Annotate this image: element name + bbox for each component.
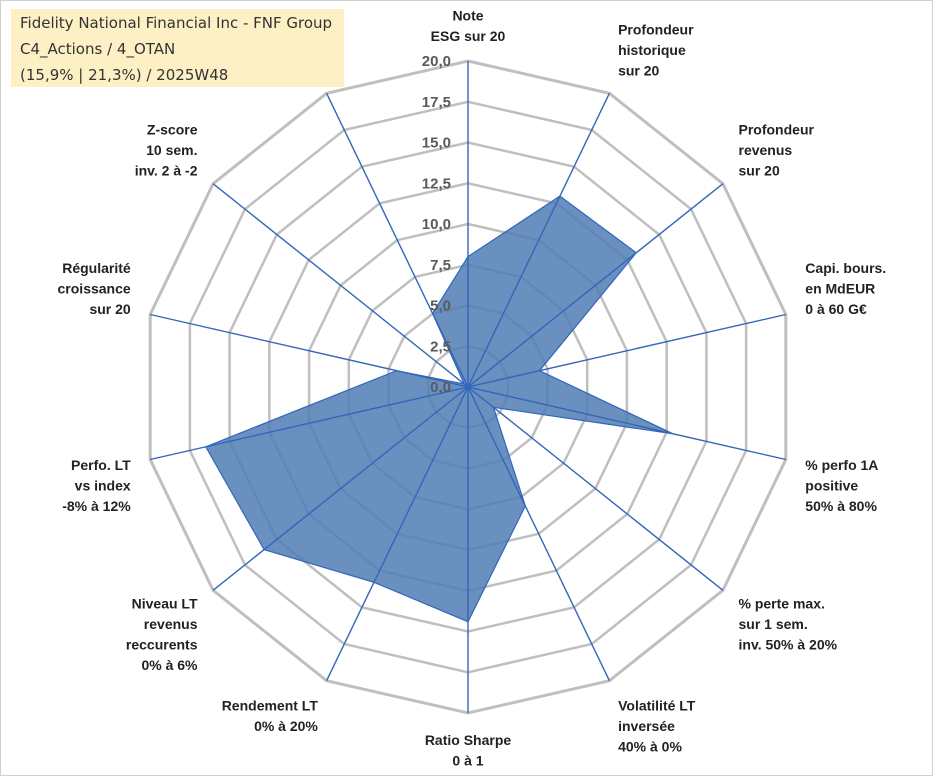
chart-title-box: Fidelity National Financial Inc - FNF Gr… bbox=[11, 9, 344, 87]
axis-spoke bbox=[467, 386, 611, 682]
axis-label: Niveau LT revenus reccurents 0% à 6% bbox=[126, 596, 198, 674]
radial-tick-label: 7,5 bbox=[430, 257, 451, 274]
radar-spokes bbox=[150, 61, 786, 713]
radial-tick-label: 12,5 bbox=[422, 175, 451, 192]
axis-spoke bbox=[467, 92, 611, 388]
axis-spoke bbox=[467, 183, 724, 388]
axis-label: Volatilité LT inversée 40% à 0% bbox=[618, 698, 696, 755]
axis-label: Rendement LT 0% à 20% bbox=[222, 698, 319, 735]
axis-spoke bbox=[467, 386, 786, 461]
axis-label: % perte max. sur 1 sem. inv. 50% à 20% bbox=[739, 596, 838, 653]
axis-label: Perfo. LT vs index -8% à 12% bbox=[62, 457, 131, 514]
radial-tick-label: 20,0 bbox=[422, 53, 451, 70]
axis-spoke bbox=[212, 183, 469, 388]
chart-title: Fidelity National Financial Inc - FNF Gr… bbox=[20, 14, 333, 32]
axis-label: Z-score 10 sem. inv. 2 à -2 bbox=[135, 121, 198, 178]
axis-label: Note ESG sur 20 bbox=[431, 8, 506, 45]
axis-spoke bbox=[467, 386, 724, 591]
axis-label: Capi. bours. en MdEUR 0 à 60 G€ bbox=[805, 260, 886, 317]
axis-spoke bbox=[150, 313, 469, 388]
axis-label: Ratio Sharpe 0 à 1 bbox=[425, 732, 512, 769]
radial-tick-label: 5,0 bbox=[430, 298, 451, 315]
radial-tick-label: 2,5 bbox=[430, 338, 451, 355]
axis-label: Profondeur historique sur 20 bbox=[618, 21, 694, 78]
axis-spoke bbox=[325, 386, 469, 682]
chart-subtitle-period: (15,9% | 21,3%) / 2025W48 bbox=[20, 66, 229, 84]
radial-tick-label: 10,0 bbox=[422, 216, 451, 233]
axis-label: Profondeur revenus sur 20 bbox=[739, 121, 815, 178]
radial-tick-label: 0,0 bbox=[430, 379, 451, 396]
axis-spoke bbox=[212, 386, 469, 591]
axis-spoke bbox=[150, 386, 469, 461]
axis-label: % perfo 1A positive 50% à 80% bbox=[805, 457, 878, 514]
axis-spoke bbox=[467, 313, 786, 388]
radial-tick-label: 17,5 bbox=[422, 94, 451, 111]
radar-tick-labels: 0,0 2,5 5,0 7,5 10,0 12,5 15,0 17,5 20,0 bbox=[422, 53, 451, 396]
axis-label: Régularité croissance sur 20 bbox=[58, 260, 131, 317]
radial-tick-label: 15,0 bbox=[422, 135, 451, 152]
axis-spoke bbox=[325, 92, 469, 388]
chart-subtitle-category: C4_Actions / 4_OTAN bbox=[20, 40, 176, 58]
